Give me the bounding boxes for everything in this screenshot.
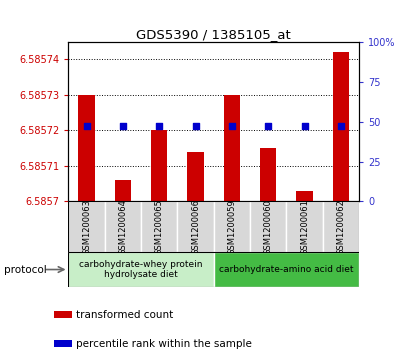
Text: GSM1200062: GSM1200062 — [336, 199, 345, 255]
Bar — [260, 148, 276, 201]
Bar — [286, 201, 323, 252]
Text: GSM1200061: GSM1200061 — [300, 199, 309, 255]
Title: GDS5390 / 1385105_at: GDS5390 / 1385105_at — [137, 28, 291, 41]
Bar — [188, 152, 204, 201]
Point — [337, 123, 344, 129]
Text: GSM1200064: GSM1200064 — [118, 199, 127, 255]
Bar — [54, 311, 72, 318]
Text: carbohydrate-whey protein
hydrolysate diet: carbohydrate-whey protein hydrolysate di… — [79, 260, 203, 279]
Bar — [68, 201, 105, 252]
Bar — [115, 180, 131, 201]
Bar — [296, 191, 312, 201]
Point — [265, 123, 271, 129]
Text: GSM1200063: GSM1200063 — [82, 199, 91, 255]
Text: protocol: protocol — [4, 265, 47, 274]
Bar — [214, 201, 250, 252]
Bar — [214, 252, 359, 287]
Bar — [105, 201, 141, 252]
Text: GSM1200059: GSM1200059 — [227, 199, 237, 255]
Point — [192, 123, 199, 129]
Text: carbohydrate-amino acid diet: carbohydrate-amino acid diet — [219, 265, 354, 274]
Bar — [78, 95, 95, 201]
Bar — [323, 201, 359, 252]
Bar — [224, 95, 240, 201]
Bar — [141, 201, 178, 252]
Point — [229, 123, 235, 129]
Text: transformed count: transformed count — [76, 310, 173, 319]
Bar — [68, 252, 214, 287]
Bar — [333, 52, 349, 201]
Bar — [250, 201, 286, 252]
Text: GSM1200065: GSM1200065 — [155, 199, 164, 255]
Point — [156, 123, 163, 129]
Text: percentile rank within the sample: percentile rank within the sample — [76, 339, 252, 348]
Text: GSM1200060: GSM1200060 — [264, 199, 273, 255]
Bar — [178, 201, 214, 252]
Text: GSM1200066: GSM1200066 — [191, 199, 200, 255]
Point — [83, 123, 90, 129]
Bar — [151, 130, 167, 201]
Point — [301, 123, 308, 129]
Bar — [54, 340, 72, 347]
Point — [120, 123, 126, 129]
